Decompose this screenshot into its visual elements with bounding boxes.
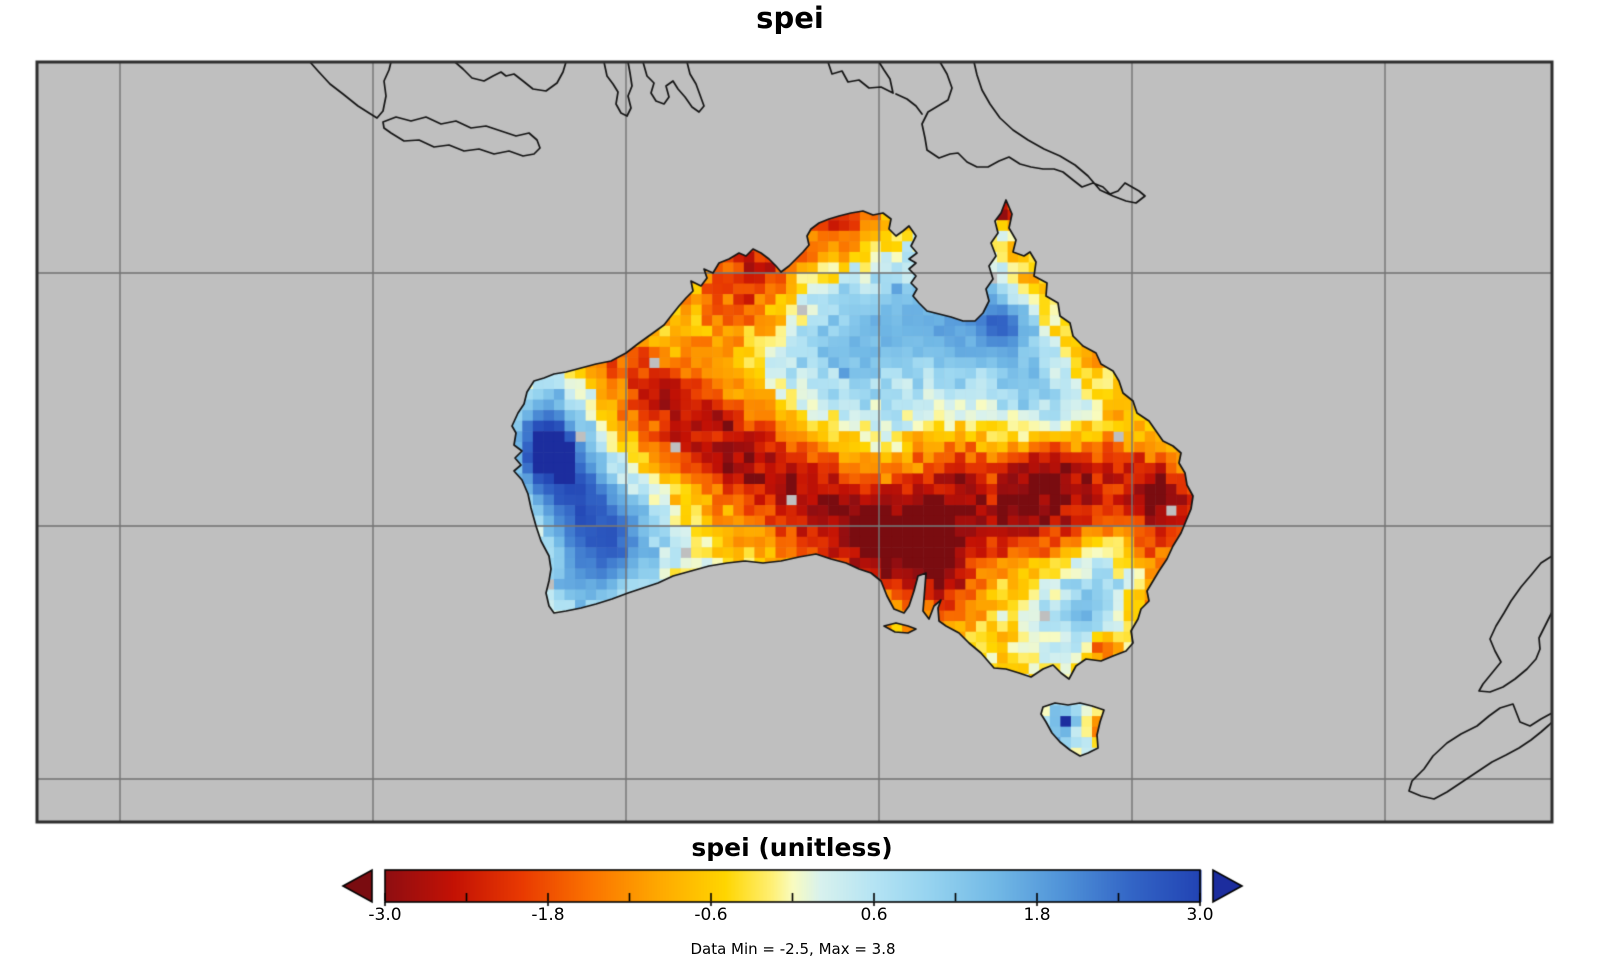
- colorbar-tick-label: 3.0: [1186, 905, 1214, 925]
- colorbar-tick-label: -0.6: [694, 905, 728, 925]
- colorbar-tick-label: 0.6: [860, 905, 888, 925]
- colorbar-tick-label: 1.8: [1023, 905, 1051, 925]
- colorbar-tick-label: -1.8: [531, 905, 565, 925]
- colorbar-title: spei (unitless): [691, 833, 893, 862]
- colorbar-tick-label: -3.0: [368, 905, 402, 925]
- figure-title: spei: [756, 1, 824, 35]
- colorbar-caption: Data Min = -2.5, Max = 3.8: [690, 940, 896, 958]
